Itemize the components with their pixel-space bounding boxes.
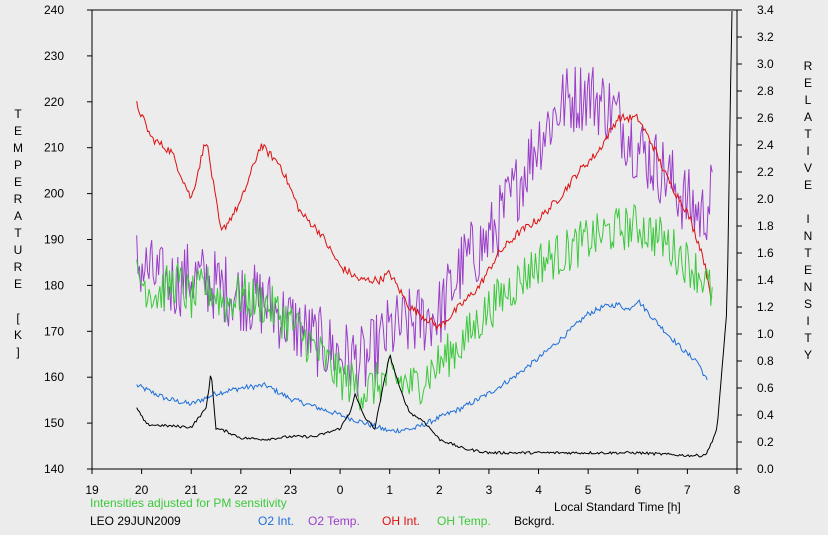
y-right-tick-label: 1.0 <box>757 327 774 341</box>
legend-entry: OH Temp. <box>437 514 491 528</box>
axis-title-letter: R <box>13 192 23 206</box>
y-left-tick-label: 230 <box>44 49 64 63</box>
y-right-tick-label: 0.6 <box>757 381 774 395</box>
series-line-o2-int <box>136 299 708 434</box>
y-right-tick-label: 3.2 <box>757 30 774 44</box>
axis-title-letter: A <box>13 209 22 223</box>
y-right-tick-label: 1.6 <box>757 246 774 260</box>
y-right-tick-label: 0.2 <box>757 435 774 449</box>
plot-area <box>91 9 738 470</box>
x-tick-label: 20 <box>135 483 149 497</box>
y-left-tick-label: 240 <box>44 3 64 17</box>
x-tick-label: 23 <box>284 483 298 497</box>
x-tick-label: 21 <box>185 483 199 497</box>
y-right-tick-label: 0.8 <box>757 354 774 368</box>
legend-entry: O2 Int. <box>258 514 295 528</box>
x-axis: 19 20 21 22 23 0 1 2 3 4 5 6 7 8 <box>85 469 741 497</box>
axis-title-letter: I <box>806 314 810 328</box>
y-right-tick-label: 3.4 <box>757 3 774 17</box>
series-line-o2-temp <box>136 66 713 397</box>
y-left-tick-label: 150 <box>44 416 64 430</box>
axis-title-letter: E <box>13 175 22 189</box>
axis-title-letter: T <box>804 246 812 260</box>
axis-title-letter: K <box>13 328 22 342</box>
x-tick-label: 22 <box>234 483 248 497</box>
y-right-tick-label: 0.4 <box>757 408 774 422</box>
series-line-bckgrd <box>136 10 733 458</box>
x-tick-label: 2 <box>436 483 443 497</box>
axis-title-letter: Y <box>803 348 812 362</box>
legend-entry: O2 Temp. <box>308 514 360 528</box>
axis-title-letter: A <box>803 110 812 124</box>
series-line-oh-int <box>136 101 713 331</box>
axis-title-letter <box>800 194 816 211</box>
axis-title-letter: E <box>13 277 22 291</box>
y-left-tick-label: 140 <box>44 462 64 476</box>
axis-title-letter: V <box>803 161 812 175</box>
station-date-label: LEO 29JUN2009 <box>90 514 181 528</box>
series-layer <box>136 10 733 458</box>
y-left-tick-label: 200 <box>44 187 64 201</box>
axis-title-letter: [ <box>16 311 20 325</box>
axis-title-letter: M <box>13 141 23 155</box>
axis-title-letter: U <box>13 243 23 257</box>
x-tick-label: 6 <box>634 483 641 497</box>
axis-title-letter: E <box>803 178 812 192</box>
axis-title-letter <box>10 293 26 310</box>
axis-title-letter: I <box>806 212 810 226</box>
axis-title-letter: P <box>13 158 22 172</box>
x-tick-label: 0 <box>337 483 344 497</box>
y-right-tick-label: 2.8 <box>757 84 774 98</box>
axis-title-letter: T <box>804 331 812 345</box>
x-tick-label: 4 <box>535 483 542 497</box>
x-tick-label: 8 <box>734 483 741 497</box>
x-axis-title: Local Standard Time [h] <box>554 500 681 514</box>
x-tick-label: 19 <box>85 483 99 497</box>
series-line-oh-temp <box>136 203 713 411</box>
axis-title-letter: T <box>14 107 22 121</box>
axis-title-letter: N <box>803 229 813 243</box>
y-left-tick-label: 160 <box>44 370 64 384</box>
x-tick-label: 5 <box>585 483 592 497</box>
y-left-tick-label: 190 <box>44 233 64 247</box>
axis-title-letter: ] <box>16 345 20 359</box>
y-left-tick-label: 220 <box>44 95 64 109</box>
y-left-axis: 140 150 160 170 180 190 200 210 220 230 240 <box>44 3 92 476</box>
legend-entry: Bckgrd. <box>514 514 555 528</box>
y-right-tick-label: 0.0 <box>757 462 774 476</box>
y-left-tick-label: 210 <box>44 141 64 155</box>
y-right-tick-label: 1.2 <box>757 300 774 314</box>
y-right-tick-label: 1.4 <box>757 273 774 287</box>
y-right-axis: 0.0 0.2 0.4 0.6 0.8 1.0 1.2 1.4 1.6 1.8 2.0 2.2 2.4 2… <box>737 3 774 476</box>
x-tick-label: 1 <box>386 483 393 497</box>
y-left-tick-label: 170 <box>44 324 64 338</box>
axis-title-letter: R <box>13 260 23 274</box>
axis-title-letter: E <box>803 76 812 90</box>
x-tick-label: 3 <box>486 483 493 497</box>
y-right-tick-label: 2.0 <box>757 192 774 206</box>
axis-title-letter: N <box>803 280 813 294</box>
axis-title-letter: E <box>803 263 812 277</box>
y-right-tick-label: 2.6 <box>757 111 774 125</box>
legend-entry: OH Int. <box>382 514 421 528</box>
y-right-tick-label: 3.0 <box>757 57 774 71</box>
pm-sensitivity-note: Intensities adjusted for PM sensitivity <box>90 496 287 510</box>
axis-title-letter: R <box>803 59 813 73</box>
axis-title-letter: S <box>803 297 812 311</box>
x-tick-label: 7 <box>684 483 691 497</box>
y-left-tick-label: 180 <box>44 278 64 292</box>
axis-title-letter: L <box>804 93 812 107</box>
y-right-tick-label: 1.8 <box>757 219 774 233</box>
y-right-tick-label: 2.2 <box>757 165 774 179</box>
axis-title-letter: T <box>804 127 812 141</box>
axis-title-letter: E <box>13 124 22 138</box>
axis-title-letter: I <box>806 144 810 158</box>
y-right-tick-label: 2.4 <box>757 138 774 152</box>
axis-title-letter: T <box>14 226 22 240</box>
